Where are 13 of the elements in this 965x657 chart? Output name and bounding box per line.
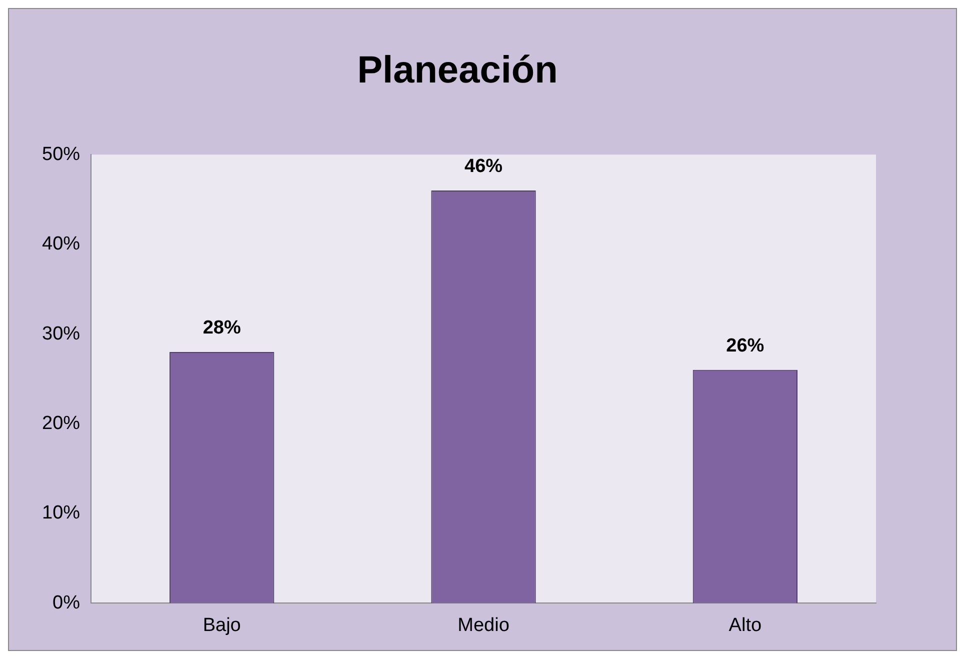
y-tick-label: 0%: [52, 592, 80, 614]
y-tick-label: 50%: [42, 144, 80, 165]
data-label: 46%: [464, 156, 503, 178]
data-label: 28%: [202, 318, 241, 339]
y-tick-label: 10%: [42, 502, 80, 524]
x-tick-label: Medio: [458, 614, 510, 636]
y-tick-label: 20%: [42, 412, 80, 434]
y-tick-label: 30%: [42, 323, 80, 344]
data-label: 26%: [726, 336, 764, 357]
x-tick-label: Bajo: [202, 614, 241, 636]
chart-title: Planeación: [357, 49, 558, 92]
y-tick-label: 40%: [42, 234, 80, 255]
x-tick-label: Alto: [728, 614, 762, 636]
